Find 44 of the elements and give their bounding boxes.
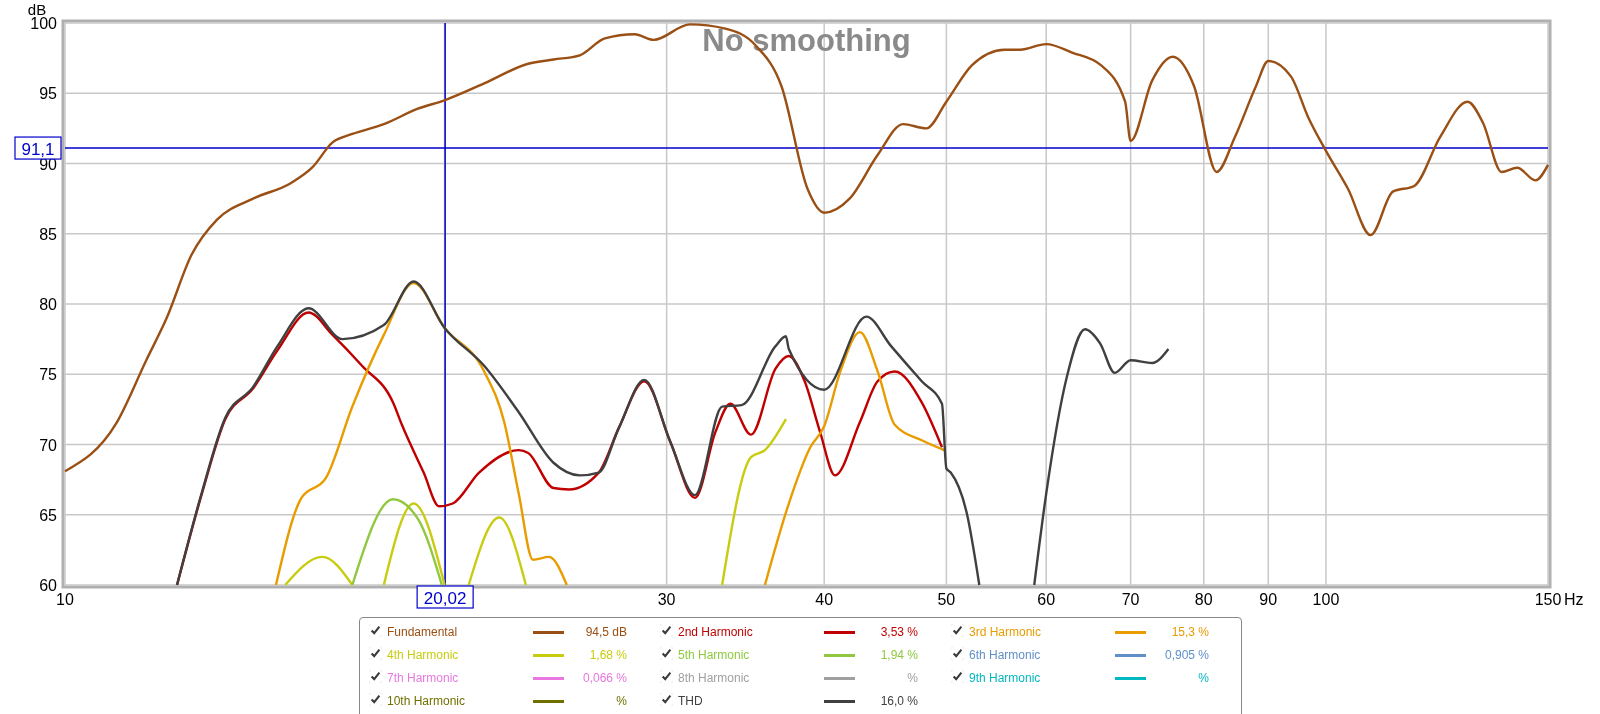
- text: 15,3 %: [1171, 625, 1209, 639]
- ref-line-label: 20,02: [423, 589, 467, 608]
- legend-label: 9th Harmonic: [969, 671, 1041, 685]
- text: Fundamental: [387, 625, 458, 639]
- text: 0,066 %: [582, 671, 627, 685]
- y-axis-title: dB: [27, 1, 47, 18]
- x-tick-label: 90: [1259, 591, 1278, 608]
- text: 1,68 %: [589, 648, 627, 662]
- x-tick-label: 60: [1037, 591, 1056, 608]
- text: 94,5 dB: [585, 625, 627, 639]
- x-axis-title: Hz: [1564, 591, 1584, 608]
- y-tick-label: 95: [39, 85, 58, 103]
- text: 0,905 %: [1164, 648, 1209, 662]
- text: 5th Harmonic: [678, 648, 750, 662]
- y-tick-label: 65: [39, 506, 58, 524]
- text: 3,53 %: [880, 625, 918, 639]
- y-tick-label: 75: [39, 366, 58, 384]
- y-tick-label: 100: [30, 15, 58, 32]
- x-tick-label: 30: [657, 591, 676, 608]
- text: THD: [678, 694, 703, 708]
- x-tick-label: 70: [1121, 591, 1140, 608]
- text: 3rd Harmonic: [969, 625, 1042, 639]
- text: 4th Harmonic: [387, 648, 459, 662]
- x-tick-label: 50: [937, 591, 956, 608]
- legend-label: 10th Harmonic: [387, 694, 466, 708]
- y-tick-label: 80: [39, 296, 58, 313]
- y-tick-label: 60: [39, 577, 58, 594]
- text: %: [616, 694, 627, 708]
- y-tick-label: 70: [39, 436, 58, 454]
- text: %: [907, 671, 918, 685]
- legend-label: 6th Harmonic: [969, 648, 1041, 662]
- x-tick-label: 80: [1194, 591, 1213, 608]
- x-tick-label: 150: [1534, 591, 1562, 608]
- legend-label: 7th Harmonic: [387, 671, 459, 685]
- x-tick-label: 40: [815, 591, 834, 608]
- text: %: [1198, 671, 1209, 685]
- text: 16,0 %: [880, 694, 918, 708]
- text: 2nd Harmonic: [678, 625, 753, 639]
- text: 1,94 %: [880, 648, 918, 662]
- y-tick-label: 85: [39, 225, 58, 243]
- x-tick-label: 10: [56, 591, 74, 608]
- chart-title: No smoothing: [702, 23, 911, 58]
- legend-label: 8th Harmonic: [678, 671, 750, 685]
- x-tick-label: 100: [1312, 591, 1340, 608]
